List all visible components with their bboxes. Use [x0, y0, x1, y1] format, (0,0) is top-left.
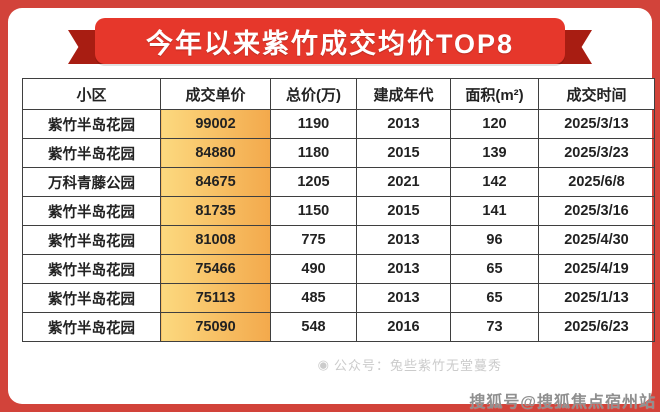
- watermark-account-text: 公众号：兔些紫竹无堂蔓秀: [333, 358, 502, 373]
- table-row: 紫竹半岛花园 81735 1150 2015 141 2025/3/16: [22, 196, 655, 226]
- column-header: 成交单价: [160, 78, 271, 110]
- table-row: 紫竹半岛花园 81008 775 2013 96 2025/4/30: [22, 225, 655, 255]
- table-cell: 紫竹半岛花园: [22, 283, 161, 313]
- table-cell: 万科青藤公园: [22, 167, 161, 197]
- table-row: 紫竹半岛花园 84880 1180 2015 139 2025/3/23: [22, 138, 655, 168]
- table-cell: 2016: [356, 312, 451, 342]
- table-cell: 紫竹半岛花园: [22, 312, 161, 342]
- table-cell: 2015: [356, 196, 451, 226]
- unit-price-cell: 81735: [160, 196, 271, 226]
- table-cell: 73: [450, 312, 539, 342]
- table-cell: 1205: [270, 167, 357, 197]
- table-cell: 2025/6/23: [538, 312, 655, 342]
- table-cell: 2015: [356, 138, 451, 168]
- ribbon-banner: 今年以来紫竹成交均价TOP8: [95, 18, 565, 64]
- table-cell: 2025/1/13: [538, 283, 655, 313]
- unit-price-cell: 99002: [160, 109, 271, 139]
- table-cell: 120: [450, 109, 539, 139]
- unit-price-cell: 84675: [160, 167, 271, 197]
- table-cell: 775: [270, 225, 357, 255]
- table-cell: 1190: [270, 109, 357, 139]
- table-cell: 96: [450, 225, 539, 255]
- unit-price-cell: 75090: [160, 312, 271, 342]
- table-header-row: 小区 成交单价 总价(万) 建成年代 面积(m²) 成交时间: [22, 78, 655, 110]
- table-row: 紫竹半岛花园 75090 548 2016 73 2025/6/23: [22, 312, 655, 342]
- table-cell: 2025/4/19: [538, 254, 655, 284]
- column-header: 总价(万): [270, 78, 357, 110]
- table-cell: 2025/3/13: [538, 109, 655, 139]
- table-cell: 1150: [270, 196, 357, 226]
- unit-price-cell: 75466: [160, 254, 271, 284]
- column-header: 建成年代: [356, 78, 451, 110]
- circle-icon: ◉: [317, 357, 330, 372]
- table-cell: 548: [270, 312, 357, 342]
- watermark-account: ◉ 公众号：兔些紫竹无堂蔓秀: [318, 355, 502, 374]
- table-cell: 2025/3/23: [538, 138, 655, 168]
- table-cell: 2013: [356, 225, 451, 255]
- column-header: 面积(m²): [450, 78, 539, 110]
- table-cell: 紫竹半岛花园: [22, 109, 161, 139]
- table-cell: 紫竹半岛花园: [22, 138, 161, 168]
- table-cell: 2021: [356, 167, 451, 197]
- title-ribbon: 今年以来紫竹成交均价TOP8: [8, 8, 652, 72]
- table-cell: 142: [450, 167, 539, 197]
- page-title: 今年以来紫竹成交均价TOP8: [145, 28, 515, 59]
- table-cell: 2025/6/8: [538, 167, 655, 197]
- table-cell: 141: [450, 196, 539, 226]
- table-cell: 139: [450, 138, 539, 168]
- table-cell: 2025/3/16: [538, 196, 655, 226]
- column-header: 成交时间: [538, 78, 655, 110]
- table-cell: 2013: [356, 283, 451, 313]
- unit-price-cell: 75113: [160, 283, 271, 313]
- table-cell: 485: [270, 283, 357, 313]
- table-row: 紫竹半岛花园 75113 485 2013 65 2025/1/13: [22, 283, 655, 313]
- content-card: 今年以来紫竹成交均价TOP8 小区 成交单价 总价(万) 建成年代 面积(m²) 成交时间…: [8, 8, 655, 404]
- watermark-sohu: 搜狐号@搜狐焦点宿州站: [469, 394, 656, 411]
- unit-price-cell: 81008: [160, 225, 271, 255]
- table-cell: 2013: [356, 109, 451, 139]
- table-cell: 65: [450, 254, 539, 284]
- table-cell: 65: [450, 283, 539, 313]
- table-cell: 2025/4/30: [538, 225, 655, 255]
- table-row: 万科青藤公园 84675 1205 2021 142 2025/6/8: [22, 167, 655, 197]
- table-cell: 1180: [270, 138, 357, 168]
- deals-table: 小区 成交单价 总价(万) 建成年代 面积(m²) 成交时间 紫竹半岛花园 99002 119…: [22, 78, 655, 342]
- table-cell: 紫竹半岛花园: [22, 196, 161, 226]
- unit-price-cell: 84880: [160, 138, 271, 168]
- column-header: 小区: [22, 78, 161, 110]
- table-row: 紫竹半岛花园 99002 1190 2013 120 2025/3/13: [22, 109, 655, 139]
- table-body: 紫竹半岛花园 99002 1190 2013 120 2025/3/13 紫竹半岛花园 848…: [22, 109, 655, 342]
- table-cell: 2013: [356, 254, 451, 284]
- table-row: 紫竹半岛花园 75466 490 2013 65 2025/4/19: [22, 254, 655, 284]
- table-cell: 490: [270, 254, 357, 284]
- table-cell: 紫竹半岛花园: [22, 254, 161, 284]
- table-cell: 紫竹半岛花园: [22, 225, 161, 255]
